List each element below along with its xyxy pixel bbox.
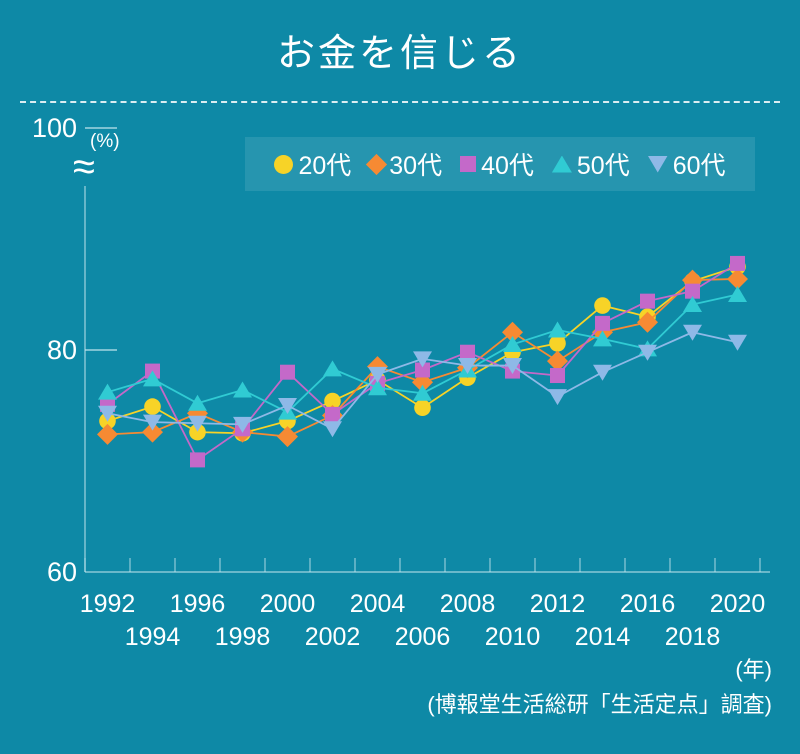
- data-point-circle: [144, 398, 161, 415]
- page-title: お金を信じる: [276, 33, 523, 75]
- data-point-triangle-down: [638, 344, 657, 361]
- legend-item-20代: 20代: [274, 146, 351, 182]
- x-tick-label: 2010: [485, 623, 541, 651]
- x-tick-label: 2012: [530, 590, 586, 618]
- data-point-square: [640, 293, 655, 309]
- legend-label: 50代: [576, 152, 630, 180]
- y-axis-unit-label: (%): [90, 131, 120, 152]
- data-point-triangle-up: [413, 384, 432, 401]
- y-tick-label: 80: [47, 335, 77, 365]
- legend: 20代 30代 40代 50代 60代: [245, 137, 755, 191]
- source-credit: (博報堂生活総研「生活定点」調査): [427, 692, 772, 717]
- data-point-triangle-down: [413, 351, 432, 368]
- dashed-divider: [20, 101, 780, 103]
- x-tick-label: 2004: [350, 590, 406, 618]
- data-point-triangle-down: [233, 416, 252, 433]
- data-point-triangle-up: [548, 321, 567, 338]
- x-tick-label: 2006: [395, 623, 451, 651]
- x-tick-label: 1994: [125, 623, 181, 651]
- data-point-square: [415, 362, 430, 378]
- square-marker-icon: [460, 156, 477, 172]
- legend-item-40代: 40代: [460, 146, 534, 182]
- x-tick-label: 2018: [665, 623, 721, 651]
- data-point-triangle-down: [98, 405, 117, 422]
- data-point-triangle-up: [728, 286, 747, 302]
- data-point-diamond: [142, 421, 163, 443]
- data-point-triangle-down: [323, 421, 342, 438]
- data-point-circle: [594, 297, 611, 314]
- x-axis-unit-label: (年): [735, 657, 772, 682]
- data-point-triangle-down: [368, 366, 387, 383]
- axis-break-symbol: ≈: [73, 145, 95, 189]
- legend-label: 40代: [481, 152, 534, 180]
- data-point-triangle-down: [503, 358, 522, 375]
- legend-item-30代: 30代: [366, 146, 443, 182]
- data-point-triangle-down: [278, 398, 297, 414]
- data-point-diamond: [547, 350, 568, 372]
- x-tick-label: 2016: [620, 590, 676, 618]
- legend-item-50代: 50代: [551, 146, 630, 182]
- data-point-diamond: [277, 426, 298, 448]
- x-tick-label: 2002: [305, 623, 361, 651]
- data-point-triangle-up: [98, 383, 117, 400]
- data-point-triangle-up: [143, 370, 162, 387]
- data-point-circle: [414, 399, 431, 417]
- x-tick-label: 1992: [80, 590, 136, 618]
- data-point-square: [595, 315, 610, 331]
- data-point-square: [550, 368, 565, 384]
- y-tick-label: 60: [47, 557, 77, 587]
- y-tick-label: 100: [32, 113, 77, 143]
- data-point-diamond: [502, 321, 523, 343]
- data-point-square: [460, 344, 475, 360]
- data-point-circle: [189, 423, 206, 441]
- data-point-square: [190, 452, 205, 468]
- data-point-circle: [549, 335, 566, 352]
- data-point-square: [730, 255, 745, 271]
- x-tick-label: 2020: [710, 590, 766, 618]
- data-point-square: [280, 364, 295, 380]
- data-point-triangle-up: [683, 295, 702, 312]
- data-point-triangle-down: [143, 414, 162, 431]
- data-point-triangle-up: [188, 394, 207, 411]
- data-point-triangle-down: [593, 364, 612, 381]
- data-point-square: [325, 406, 340, 422]
- data-point-triangle-down: [728, 334, 747, 351]
- data-point-triangle-down: [188, 415, 207, 432]
- legend-item-60代: 60代: [647, 146, 726, 182]
- data-point-triangle-down: [683, 324, 702, 341]
- data-point-square: [685, 283, 700, 299]
- legend-label: 20代: [298, 152, 352, 180]
- data-point-triangle-down: [548, 389, 567, 406]
- circle-marker-icon: [274, 154, 294, 174]
- data-point-diamond: [97, 423, 118, 445]
- x-tick-label: 1996: [170, 590, 226, 618]
- data-point-diamond: [727, 268, 748, 290]
- x-tick-label: 1998: [215, 623, 271, 651]
- legend-label: 60代: [672, 152, 726, 180]
- data-point-diamond: [637, 311, 658, 333]
- data-point-triangle-up: [368, 379, 387, 396]
- data-point-triangle-up: [233, 381, 252, 398]
- data-point-triangle-up: [593, 330, 612, 347]
- data-point-triangle-up: [323, 360, 342, 377]
- x-tick-label: 2014: [575, 623, 631, 651]
- data-point-circle: [324, 392, 341, 410]
- x-tick-label: 2000: [260, 590, 316, 618]
- legend-label: 30代: [389, 152, 443, 180]
- x-tick-label: 2008: [440, 590, 496, 618]
- data-point-triangle-up: [503, 335, 522, 352]
- data-point-triangle-down: [458, 358, 477, 375]
